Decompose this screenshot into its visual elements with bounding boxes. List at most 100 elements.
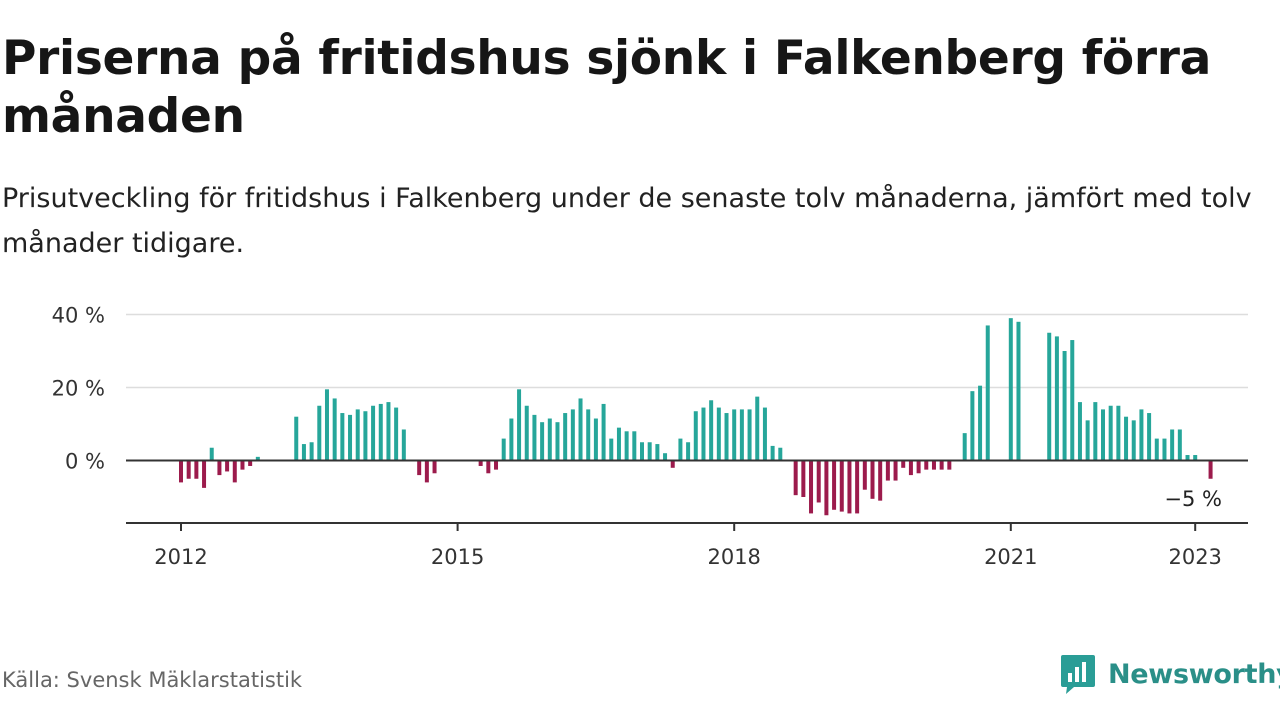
bar bbox=[179, 460, 183, 483]
brand[interactable]: Newsworthy bbox=[1060, 652, 1280, 696]
bar bbox=[363, 411, 368, 461]
bar bbox=[586, 409, 591, 461]
bar bbox=[355, 409, 360, 461]
bar bbox=[1093, 402, 1098, 461]
bar bbox=[1108, 405, 1113, 461]
bar bbox=[1139, 409, 1144, 461]
bar bbox=[616, 427, 621, 461]
bar bbox=[563, 413, 568, 461]
bar bbox=[678, 438, 683, 461]
bar bbox=[1185, 455, 1190, 461]
bar bbox=[824, 460, 829, 516]
brand-name: Newsworthy bbox=[1108, 658, 1280, 690]
bar bbox=[294, 416, 299, 461]
bar bbox=[762, 407, 767, 461]
bar bbox=[609, 438, 614, 461]
bar bbox=[240, 460, 245, 470]
bar bbox=[378, 403, 383, 461]
bar bbox=[655, 444, 660, 461]
bar bbox=[1162, 438, 1167, 461]
bar bbox=[739, 409, 744, 461]
bar bbox=[855, 460, 860, 514]
bar bbox=[839, 460, 844, 512]
bar bbox=[716, 407, 721, 461]
bar bbox=[478, 460, 483, 466]
bar bbox=[1008, 318, 1013, 461]
bar bbox=[693, 411, 698, 461]
x-tick-label: 2012 bbox=[154, 545, 207, 569]
bar bbox=[401, 429, 406, 461]
bar bbox=[386, 402, 391, 461]
bar bbox=[547, 418, 552, 461]
bar bbox=[524, 405, 529, 461]
axes bbox=[126, 459, 1248, 531]
y-gridlines bbox=[126, 313, 1248, 389]
bar bbox=[1124, 416, 1129, 461]
bar bbox=[801, 460, 806, 497]
bar bbox=[624, 431, 629, 461]
bar bbox=[1062, 351, 1067, 461]
bar bbox=[340, 413, 345, 461]
bar bbox=[301, 444, 306, 461]
bar bbox=[417, 460, 422, 476]
bar bbox=[593, 418, 598, 461]
bar bbox=[209, 447, 214, 461]
last-value-label: −5 % bbox=[1164, 487, 1222, 511]
bar bbox=[647, 442, 652, 461]
bar bbox=[570, 409, 575, 461]
bar bbox=[1131, 420, 1136, 461]
bar bbox=[847, 460, 852, 514]
bar bbox=[732, 409, 737, 461]
bar bbox=[186, 460, 191, 479]
bar bbox=[324, 389, 329, 461]
bar bbox=[509, 418, 514, 461]
bar bbox=[1116, 405, 1121, 461]
bar bbox=[371, 405, 376, 461]
bar bbox=[1208, 460, 1213, 479]
bar bbox=[931, 460, 936, 470]
bar bbox=[686, 442, 691, 461]
bar bbox=[870, 460, 875, 499]
bar bbox=[793, 460, 798, 496]
x-tick-label: 2023 bbox=[1168, 545, 1221, 569]
price-change-chart: 0 % 20 % 40 % 2012 2015 2018 2021 2023 −5 % bbox=[52, 304, 1248, 570]
bar bbox=[724, 413, 729, 461]
bar bbox=[394, 407, 399, 461]
bar bbox=[332, 398, 337, 461]
axis-labels: 0 % 20 % 40 % 2012 2015 2018 2021 2023 −5 % bbox=[52, 304, 1222, 570]
bar bbox=[194, 460, 199, 479]
bar bbox=[709, 400, 714, 461]
bar bbox=[908, 460, 913, 476]
x-tick-label: 2021 bbox=[984, 545, 1037, 569]
bar bbox=[555, 422, 560, 461]
bar bbox=[424, 460, 429, 483]
bar bbox=[1154, 438, 1159, 461]
bar bbox=[1085, 420, 1090, 461]
bar bbox=[755, 396, 760, 461]
bar bbox=[255, 456, 260, 461]
bar bbox=[893, 460, 898, 481]
bar bbox=[885, 460, 890, 481]
bar bbox=[832, 460, 837, 510]
bar bbox=[970, 391, 975, 461]
bar bbox=[770, 445, 775, 461]
bar bbox=[1016, 321, 1021, 461]
bar bbox=[217, 460, 222, 476]
bar bbox=[1147, 413, 1152, 461]
chart-subtitle: Prisutveckling för fritidshus i Falkenbe… bbox=[2, 183, 1252, 259]
bar bbox=[747, 409, 752, 461]
bar bbox=[924, 460, 929, 470]
bar bbox=[1077, 402, 1082, 461]
bar bbox=[578, 398, 583, 461]
bar bbox=[978, 385, 983, 461]
y-tick-label: 20 % bbox=[52, 377, 105, 401]
bar bbox=[862, 460, 867, 490]
bar bbox=[701, 407, 706, 461]
bar bbox=[916, 460, 921, 474]
bar bbox=[670, 460, 675, 468]
bar bbox=[901, 460, 906, 468]
bar bbox=[317, 405, 322, 461]
bar bbox=[309, 442, 314, 461]
bar bbox=[985, 325, 990, 461]
bar bbox=[1177, 429, 1182, 461]
